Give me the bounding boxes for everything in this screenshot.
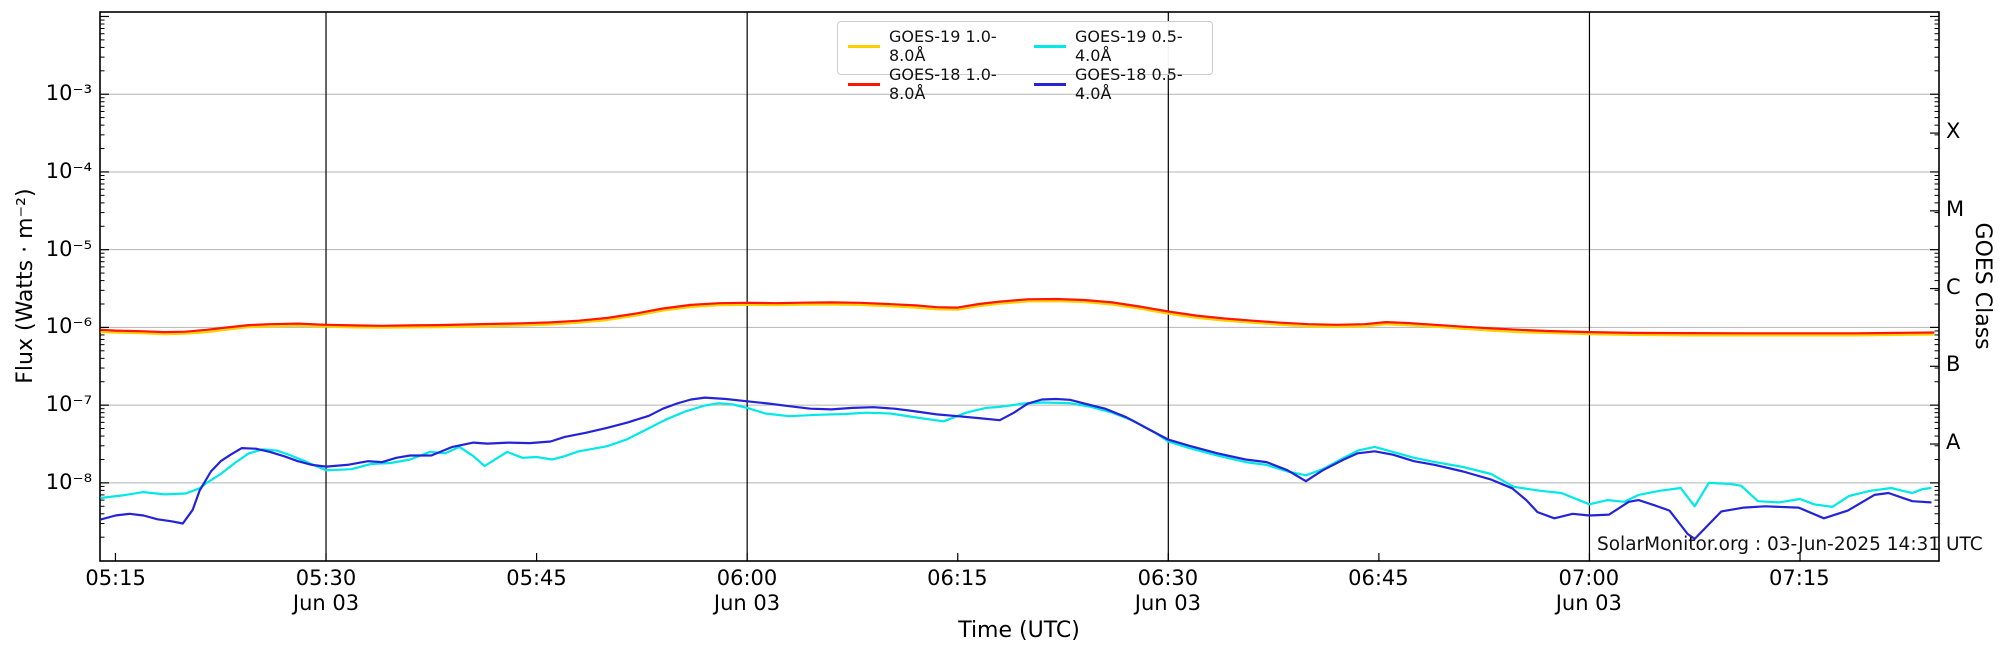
x-tick-label: 05:45 [506, 566, 567, 590]
right-axis-title: GOES Class [1970, 222, 1996, 350]
x-tick-label: 06:15 [927, 566, 988, 590]
series-line-2 [100, 401, 1932, 508]
y-axis-title: Flux (Watts · m⁻²) [12, 188, 38, 384]
legend-entry: GOES-18 1.0-8.0Å [848, 65, 1016, 103]
goes-class-label: B [1946, 352, 1961, 376]
x-date-label: Jun 03 [292, 591, 360, 615]
legend-line-swatch [848, 82, 880, 86]
x-date-label: Jun 03 [1555, 591, 1622, 615]
y-tick-label: 10⁻⁶ [45, 314, 92, 338]
x-tick-label: 05:15 [85, 566, 146, 590]
y-tick-label: 10⁻⁸ [45, 470, 92, 494]
legend-entry: GOES-19 1.0-8.0Å [848, 27, 1016, 65]
legend-entry: GOES-19 0.5-4.0Å [1034, 27, 1202, 65]
y-tick-label: 10⁻³ [45, 81, 92, 105]
legend-line-swatch [1034, 82, 1066, 86]
x-tick-label: 06:45 [1348, 566, 1409, 590]
series-line-0 [100, 300, 1935, 337]
x-tick-label: 06:30 [1137, 566, 1199, 590]
x-tick-label: 06:00 [716, 566, 778, 590]
x-date-label: Jun 03 [713, 591, 781, 615]
x-axis-title: Time (UTC) [958, 618, 1080, 643]
y-tick-label: 10⁻⁷ [45, 392, 92, 416]
goes-class-label: X [1946, 119, 1961, 143]
goes-class-label: M [1946, 197, 1965, 221]
goes-class-label: C [1946, 275, 1961, 299]
y-tick-label: 10⁻⁵ [45, 237, 92, 261]
solarmonitor-timestamp: SolarMonitor.org : 03-Jun-2025 14:31 UTC [1597, 534, 1983, 555]
y-tick-label: 10⁻⁴ [45, 159, 92, 183]
goes-class-label: A [1946, 430, 1961, 454]
legend-line-swatch [1034, 44, 1066, 48]
x-tick-label: 07:00 [1558, 566, 1620, 590]
x-tick-label: 05:30 [295, 566, 357, 590]
legend-label: GOES-18 0.5-4.0Å [1075, 65, 1183, 103]
legend-line-swatch [848, 44, 880, 48]
x-tick-label: 07:15 [1769, 566, 1830, 590]
legend: GOES-19 1.0-8.0Å GOES-18 1.0-8.0Å GOES-1… [837, 21, 1213, 103]
x-date-label: Jun 03 [1134, 591, 1201, 615]
series-line-1 [100, 297, 1935, 335]
plot-frame [99, 11, 1940, 562]
series-line-3 [100, 396, 1932, 541]
legend-entry: GOES-18 0.5-4.0Å [1034, 65, 1202, 103]
legend-label: GOES-18 1.0-8.0Å [889, 65, 997, 103]
legend-label: GOES-19 1.0-8.0Å [889, 27, 997, 65]
legend-label: GOES-19 0.5-4.0Å [1075, 27, 1183, 65]
